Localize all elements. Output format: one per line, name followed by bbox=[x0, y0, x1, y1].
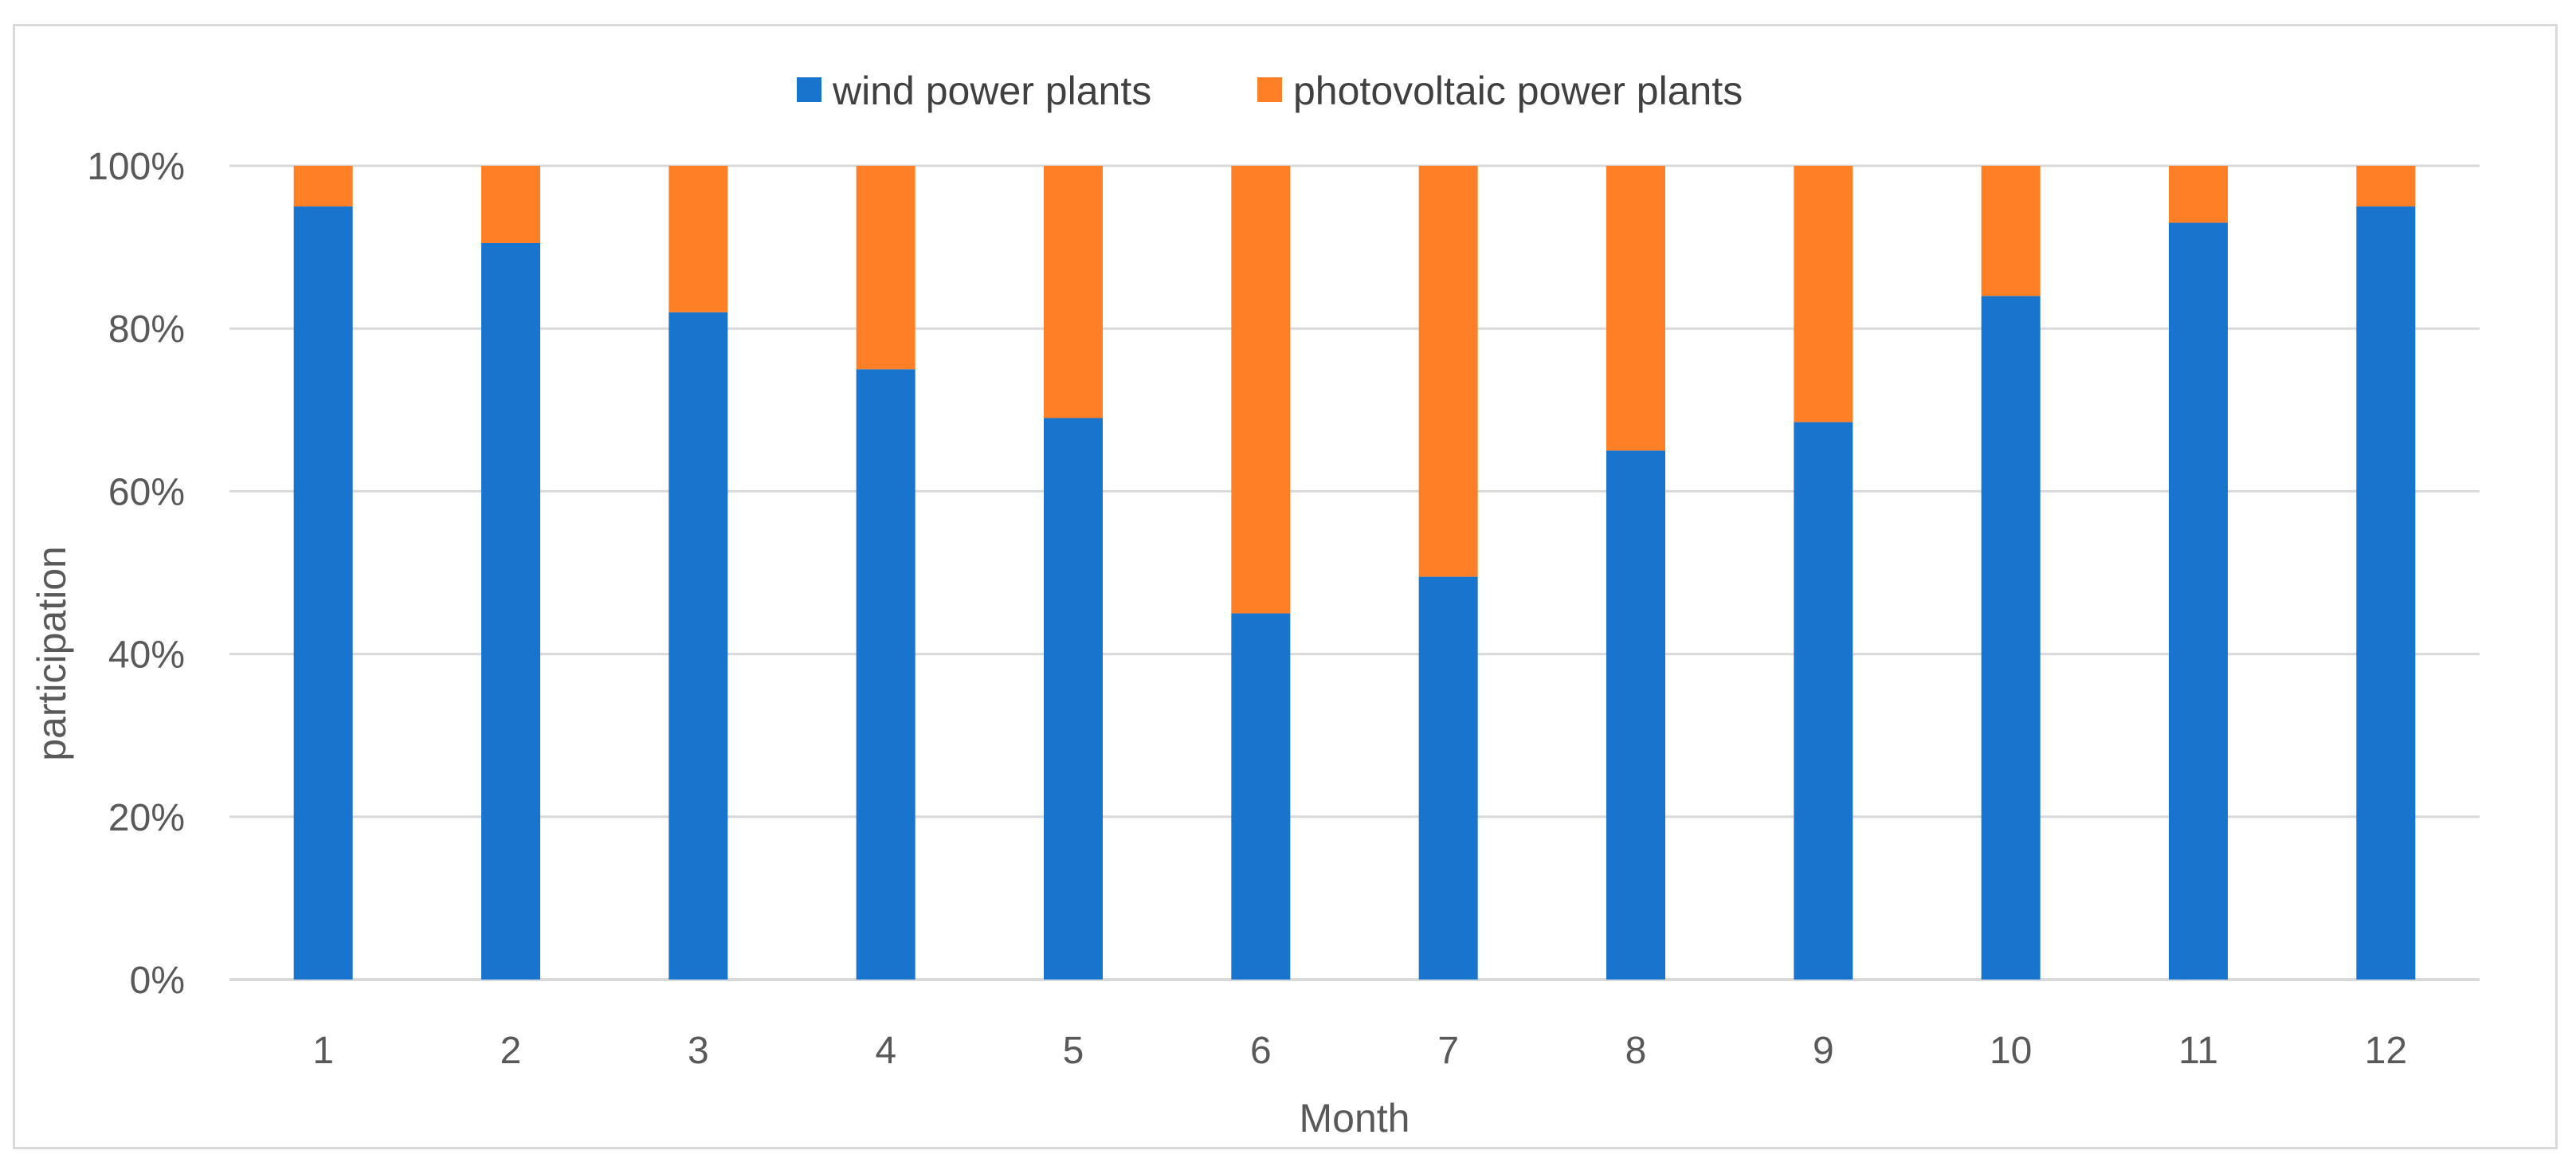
y-tick-label: 40% bbox=[108, 634, 185, 677]
y-tick-label: 100% bbox=[87, 146, 185, 188]
legend-swatch-photovoltaic bbox=[1257, 77, 1282, 102]
x-tick-label: 11 bbox=[2178, 1030, 2218, 1072]
x-tick-label: 7 bbox=[1437, 1030, 1459, 1072]
bar-photovoltaic-month-7 bbox=[1418, 166, 1478, 577]
bar-photovoltaic-month-8 bbox=[1606, 166, 1665, 451]
bar-wind-month-6 bbox=[1231, 613, 1291, 980]
bar-wind-month-1 bbox=[293, 206, 353, 980]
x-axis-title: Month bbox=[1300, 1096, 1410, 1141]
y-tick-label: 60% bbox=[108, 471, 185, 513]
x-tick-label: 6 bbox=[1250, 1030, 1272, 1072]
bar-wind-month-5 bbox=[1044, 418, 1103, 980]
x-tick-label: 5 bbox=[1063, 1030, 1084, 1072]
bars bbox=[293, 166, 2416, 980]
bar-photovoltaic-month-6 bbox=[1231, 166, 1291, 614]
bar-photovoltaic-month-2 bbox=[481, 166, 540, 243]
y-tick-label: 0% bbox=[130, 960, 185, 1002]
x-tick-label: 12 bbox=[2365, 1030, 2407, 1072]
x-tick-label: 4 bbox=[875, 1030, 896, 1072]
x-tick-label: 3 bbox=[688, 1030, 709, 1072]
y-axis-title: participation bbox=[29, 546, 74, 761]
x-axis-ticks: 1 2 3 4 5 6 7 8 9 10 11 12 bbox=[312, 1030, 2407, 1072]
bar-photovoltaic-month-3 bbox=[669, 166, 728, 312]
bar-wind-month-11 bbox=[2169, 222, 2228, 980]
bar-wind-month-8 bbox=[1606, 450, 1665, 980]
x-tick-label: 9 bbox=[1813, 1030, 1834, 1072]
bar-photovoltaic-month-12 bbox=[2356, 166, 2416, 207]
bar-photovoltaic-month-9 bbox=[1794, 166, 1853, 422]
bar-wind-month-10 bbox=[1981, 296, 2041, 980]
x-tick-label: 2 bbox=[500, 1030, 522, 1072]
bar-photovoltaic-month-11 bbox=[2169, 166, 2228, 223]
y-tick-label: 80% bbox=[108, 308, 185, 351]
x-tick-label: 1 bbox=[312, 1030, 334, 1072]
bar-wind-month-3 bbox=[669, 312, 728, 980]
bar-photovoltaic-month-5 bbox=[1044, 166, 1103, 418]
y-axis-ticks: 0% 20% 40% 60% 80% 100% bbox=[87, 146, 185, 1002]
bar-wind-month-12 bbox=[2356, 206, 2416, 980]
legend-swatch-wind bbox=[797, 77, 821, 102]
legend-label-photovoltaic: photovoltaic power plants bbox=[1293, 69, 1743, 113]
y-tick-label: 20% bbox=[108, 797, 185, 839]
bar-wind-month-4 bbox=[856, 369, 916, 980]
bar-photovoltaic-month-1 bbox=[293, 166, 353, 207]
bar-photovoltaic-month-4 bbox=[856, 166, 916, 370]
gridlines bbox=[229, 164, 2480, 981]
x-tick-label: 10 bbox=[1990, 1030, 2032, 1072]
bar-wind-month-9 bbox=[1794, 422, 1853, 980]
bar-wind-month-7 bbox=[1418, 576, 1478, 980]
x-tick-label: 8 bbox=[1625, 1030, 1647, 1072]
legend-label-wind: wind power plants bbox=[832, 69, 1151, 113]
bar-photovoltaic-month-10 bbox=[1981, 166, 2041, 296]
legend: wind power plants photovoltaic power pla… bbox=[797, 69, 1743, 113]
bar-wind-month-2 bbox=[481, 242, 540, 980]
